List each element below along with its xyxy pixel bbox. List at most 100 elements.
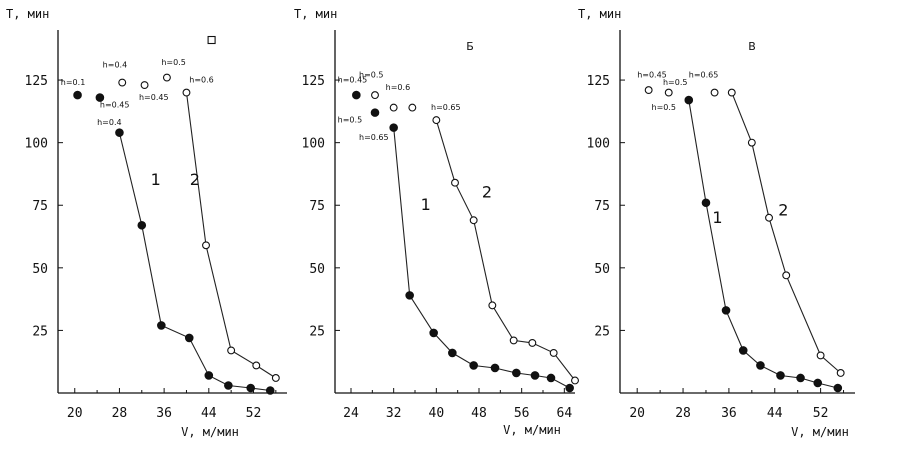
data-point-open (182, 88, 191, 97)
x-tick-label: 32 (386, 406, 402, 421)
x-tick-label: 20 (67, 406, 83, 421)
depth-annotation: h=0.4 (103, 61, 128, 70)
x-tick-label: 48 (471, 406, 487, 421)
depth-annotation: h=0.5 (338, 116, 363, 125)
x-axis-label: V, м/мин (503, 423, 561, 437)
chart-panel-1: 25 50 75 100 125 20 28 36 44 52 T, мин V, м/мин h=0.… (6, 7, 287, 439)
y-axis-label: T, мин (294, 7, 337, 21)
depth-annotation: h=0.65 (359, 133, 389, 142)
data-point-filled (246, 383, 255, 393)
depth-annotation: h=0.5 (663, 78, 688, 87)
curve-label-1: 1 (712, 208, 722, 227)
extra-point-open (371, 91, 379, 100)
x-tick-label: 52 (246, 406, 262, 421)
data-point-open (571, 376, 579, 385)
data-point-filled (701, 198, 711, 208)
data-point-open (252, 361, 261, 370)
data-point-filled (565, 383, 574, 393)
data-point-filled (833, 383, 843, 393)
data-point-filled (796, 373, 805, 383)
extra-point-open (118, 78, 127, 87)
x-tick-label: 28 (112, 406, 128, 421)
data-point-filled (546, 373, 556, 383)
depth-annotation: h=0.1 (61, 78, 85, 87)
y-tick-label: 100 (587, 137, 610, 152)
y-tick-label: 25 (594, 324, 610, 339)
depth-annotation: h=0.45 (637, 71, 667, 80)
x-tick-label: 20 (629, 406, 645, 421)
extra-point-square (207, 35, 216, 45)
data-point-filled (813, 378, 823, 388)
chart-panel-3: 25 50 75 100 125 20 28 36 44 52 T, мин V, м/мин Вh=0… (578, 7, 855, 439)
data-point-open (747, 138, 756, 147)
y-axis-label: T, мин (578, 7, 621, 21)
data-point-filled (265, 386, 275, 395)
y-axis-label: T, мин (6, 7, 49, 21)
x-tick-label: 36 (721, 406, 737, 421)
data-point-filled (115, 128, 124, 137)
x-axis-label: V, м/мин (181, 425, 239, 439)
extra-point-filled (370, 108, 380, 117)
data-point-filled (184, 333, 194, 343)
extra-point-open (710, 88, 719, 97)
extra-point-filled (73, 90, 82, 100)
data-point-filled (204, 371, 214, 380)
data-point-filled (756, 361, 765, 370)
data-point-open (816, 351, 825, 360)
extra-point-filled (95, 93, 105, 102)
y-tick-label: 75 (32, 199, 48, 214)
depth-annotation: h=0.65 (689, 71, 719, 80)
curve-label-2: 2 (778, 200, 788, 219)
panel-label: В (748, 40, 756, 53)
data-point-filled (684, 95, 694, 105)
data-point-filled (490, 363, 500, 373)
depth-annotation: h=0.5 (359, 71, 384, 80)
data-point-filled (530, 371, 540, 380)
chart-panel-2: 25 50 75 100 125 24 32 40 48 56 64 T, мин V, м/мин Бh… (294, 7, 579, 437)
series-1-line (393, 127, 570, 389)
x-tick-label: 24 (343, 406, 359, 421)
y-tick-label: 75 (309, 199, 325, 214)
data-point-filled (157, 321, 166, 330)
extra-point-open (644, 86, 653, 95)
data-point-filled (429, 328, 438, 338)
x-axis-label: V, м/мин (791, 425, 849, 439)
curve-label-1: 1 (421, 195, 431, 214)
data-point-open (488, 301, 497, 310)
x-tick-label: 56 (514, 406, 530, 421)
extra-point-open (140, 81, 149, 90)
data-point-open (202, 241, 210, 250)
extra-point-filled (352, 90, 361, 100)
curve-label-2: 2 (482, 183, 492, 202)
x-tick-label: 44 (201, 406, 217, 421)
series-1-line (688, 100, 838, 389)
y-tick-label: 125 (302, 74, 325, 89)
data-point-open (271, 374, 280, 382)
y-tick-label: 75 (594, 199, 610, 214)
extra-point-open (408, 103, 417, 112)
data-point-open (509, 336, 518, 345)
data-point-filled (721, 306, 731, 315)
depth-annotation: h=0.65 (431, 103, 461, 112)
data-point-filled (224, 381, 233, 390)
y-tick-label: 25 (309, 324, 325, 339)
data-point-open (782, 271, 791, 280)
depth-annotation: h=0.6 (386, 83, 411, 92)
x-tick-label: 64 (557, 406, 573, 421)
data-point-open (836, 369, 845, 377)
depth-annotation: h=0.45 (100, 101, 130, 110)
depth-annotation: h=0.4 (97, 118, 122, 127)
series-2-line (731, 92, 842, 374)
data-point-filled (738, 346, 748, 355)
y-tick-label: 50 (32, 262, 48, 277)
x-tick-label: 44 (767, 406, 783, 421)
panel-label: Б (466, 40, 474, 53)
data-point-open (528, 338, 537, 347)
depth-annotation: h=0.45 (338, 76, 368, 85)
y-tick-label: 25 (32, 324, 48, 339)
x-tick-label: 52 (813, 406, 829, 421)
data-point-open (765, 213, 773, 222)
depth-annotation: h=0.45 (139, 93, 169, 102)
depth-annotation: h=0.5 (161, 58, 186, 67)
